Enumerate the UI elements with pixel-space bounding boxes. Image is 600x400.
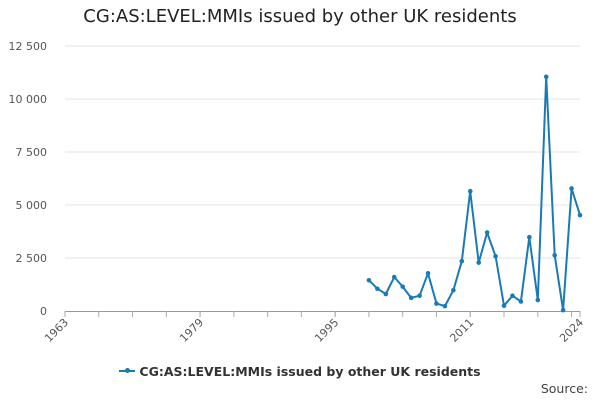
data-point[interactable] (484, 230, 490, 235)
series-line (368, 75, 581, 312)
source-label: Source: (540, 381, 588, 396)
y-tick-label: 0 (40, 305, 47, 318)
x-tick-label: 1979 (177, 316, 206, 345)
series-layer (366, 74, 583, 313)
x-axis-tick-labels: 1963 1979 1995 2011 2024 (42, 316, 586, 345)
data-point[interactable] (451, 287, 456, 293)
data-point[interactable] (501, 303, 507, 309)
data-point[interactable] (535, 297, 541, 303)
data-point[interactable] (425, 270, 431, 276)
y-axis-tick-labels: 0 2 500 5 000 7 500 10 000 12 500 (9, 40, 48, 318)
data-point[interactable] (434, 301, 439, 306)
data-point[interactable] (552, 252, 557, 258)
legend[interactable]: CG:AS:LEVEL:MMIs issued by other UK resi… (0, 364, 600, 379)
data-point[interactable] (459, 258, 465, 264)
data-point[interactable] (560, 307, 566, 313)
data-point[interactable] (493, 254, 498, 259)
legend-label: CG:AS:LEVEL:MMIs issued by other UK resi… (139, 364, 481, 379)
legend-line-marker (119, 367, 136, 373)
data-point[interactable] (577, 212, 583, 218)
data-point[interactable] (442, 303, 448, 309)
data-point[interactable] (510, 293, 515, 299)
y-tick-label: 7 500 (16, 146, 48, 159)
data-point[interactable] (543, 74, 549, 80)
x-tick-label: 2011 (447, 316, 476, 345)
chart-title: CG:AS:LEVEL:MMIs issued by other UK resi… (83, 6, 517, 27)
data-point[interactable] (569, 186, 574, 191)
data-point[interactable] (417, 293, 422, 299)
data-point[interactable] (391, 274, 397, 280)
x-tick-label: 1963 (42, 316, 71, 345)
y-tick-label: 10 000 (9, 93, 48, 106)
x-axis (64, 311, 581, 317)
data-point[interactable] (527, 234, 532, 240)
y-tick-label: 12 500 (9, 40, 48, 53)
grid-lines (65, 45, 580, 259)
y-tick-label: 5 000 (16, 199, 48, 212)
data-point[interactable] (476, 260, 481, 265)
data-point[interactable] (467, 188, 473, 194)
x-tick-label: 2024 (557, 316, 586, 345)
data-point[interactable] (518, 299, 524, 304)
data-point[interactable] (383, 291, 389, 297)
data-point[interactable] (400, 284, 406, 289)
data-point[interactable] (366, 277, 372, 283)
y-tick-label: 2 500 (16, 252, 48, 265)
data-point[interactable] (375, 286, 380, 292)
x-tick-label: 1995 (312, 316, 341, 345)
data-point[interactable] (408, 295, 414, 301)
